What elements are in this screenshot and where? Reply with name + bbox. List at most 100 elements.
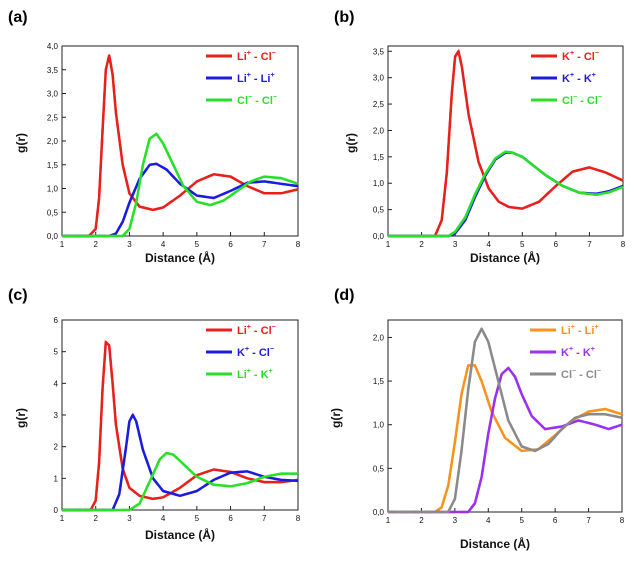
y-tick-label: 0,0	[373, 232, 385, 241]
y-tick-label: 0,5	[47, 208, 59, 217]
x-axis-label: Distance (Å)	[460, 536, 530, 551]
x-tick-label: 3	[453, 516, 458, 525]
x-axis-label: Distance (Å)	[145, 527, 215, 542]
series-line-dashed	[62, 162, 299, 238]
panel-label: (d)	[334, 287, 354, 304]
series-line-dashed	[62, 451, 298, 512]
legend-label: Cl− - Cl−	[562, 94, 602, 107]
x-tick-label: 2	[93, 240, 98, 249]
x-tick-label: 5	[195, 514, 200, 523]
y-tick-label: 1,5	[47, 161, 59, 170]
x-tick-label: 8	[621, 240, 626, 249]
legend-label: Cl− - Cl−	[237, 94, 277, 107]
panel-label: (a)	[8, 9, 28, 26]
series-line-dashed	[388, 366, 623, 514]
y-axis-label: g(r)	[14, 133, 28, 153]
y-tick-label: 3	[54, 411, 59, 420]
y-tick-label: 1,0	[373, 421, 385, 430]
panel-d: (d) Distance (Å) g(r) 1 2 3 4 5 6 7 8 0,0 0,5 1,0 1…	[329, 287, 625, 551]
y-tick-label: 4	[54, 379, 59, 388]
y-tick-label: 0	[54, 506, 59, 515]
x-tick-label: 3	[453, 240, 458, 249]
legend-label: Li+ - Cl−	[237, 324, 276, 337]
x-tick-label: 7	[587, 240, 592, 249]
y-tick-label: 0,0	[373, 508, 385, 517]
x-axis-label: Distance (Å)	[470, 250, 540, 265]
y-tick-label: 0,5	[373, 464, 385, 473]
x-tick-label: 6	[553, 516, 558, 525]
series-line-solid	[62, 162, 299, 238]
x-tick-label: 2	[419, 516, 424, 525]
y-tick-label: 2,5	[373, 100, 385, 109]
y-tick-label: 3,5	[47, 66, 59, 75]
y-axis-label: g(r)	[14, 408, 28, 428]
y-tick-label: 3,5	[373, 47, 385, 56]
x-tick-label: 4	[161, 240, 166, 249]
plot-frame	[387, 45, 624, 237]
y-tick-label: 0,5	[373, 206, 385, 215]
legend-label: Cl− - Cl−	[561, 368, 601, 381]
x-tick-label: 3	[127, 240, 132, 249]
legend-label: Li+ - K+	[237, 368, 273, 381]
series-line-solid	[388, 327, 623, 514]
x-tick-label: 4	[486, 516, 491, 525]
series-line-solid	[388, 364, 623, 514]
x-tick-label: 1	[386, 240, 391, 249]
y-tick-label: 2,0	[373, 333, 385, 342]
x-tick-label: 6	[228, 240, 233, 249]
x-tick-label: 8	[620, 516, 625, 525]
series-line-dashed	[62, 55, 299, 238]
y-tick-label: 1,5	[373, 153, 385, 162]
series-line-dashed	[62, 412, 299, 512]
x-axis-label: Distance (Å)	[145, 250, 215, 265]
x-tick-label: 6	[554, 240, 559, 249]
x-tick-label: 2	[93, 514, 98, 523]
legend-label: K+ - K+	[561, 346, 595, 359]
y-tick-label: 2,5	[47, 113, 59, 122]
y-tick-label: 2,0	[47, 137, 59, 146]
panel-label: (c)	[8, 287, 28, 304]
series-line-dashed	[388, 364, 623, 514]
x-tick-label: 6	[228, 514, 233, 523]
y-tick-label: 1	[54, 474, 59, 483]
series-line-dashed	[388, 150, 624, 238]
panel-label: (b)	[334, 9, 354, 26]
y-tick-label: 3,0	[373, 74, 385, 83]
y-tick-label: 1,5	[373, 377, 385, 386]
legend-label: Li+ - Li+	[237, 72, 275, 85]
series-line-solid	[388, 366, 623, 514]
x-tick-label: 1	[386, 516, 391, 525]
legend-label: K+ - Cl−	[562, 50, 599, 63]
y-tick-label: 2,0	[373, 126, 385, 135]
x-tick-label: 5	[195, 240, 200, 249]
x-tick-label: 3	[127, 514, 132, 523]
x-tick-label: 1	[60, 514, 65, 523]
x-tick-label: 7	[586, 516, 591, 525]
x-tick-label: 5	[520, 240, 525, 249]
y-axis-label: g(r)	[329, 408, 343, 428]
x-tick-label: 4	[161, 514, 166, 523]
panel-a: (a) Distance (Å) g(r) 1 2 3 4 5 6 7 8 0,0 0,5 1,0 1…	[8, 9, 301, 265]
series-line-dashed	[62, 339, 299, 512]
y-tick-label: 1,0	[373, 179, 385, 188]
x-tick-label: 5	[519, 516, 524, 525]
x-tick-label: 1	[60, 240, 65, 249]
y-tick-label: 4,0	[47, 42, 59, 51]
x-tick-label: 7	[262, 240, 267, 249]
series-line-dashed	[62, 132, 299, 238]
y-tick-label: 0,0	[47, 232, 59, 241]
y-tick-label: 3,0	[47, 90, 59, 99]
legend-label: K+ - K+	[562, 72, 596, 85]
x-tick-label: 2	[419, 240, 424, 249]
legend-label: Li+ - Li+	[561, 324, 599, 337]
y-tick-label: 6	[54, 316, 59, 325]
legend-label: K+ - Cl−	[237, 346, 274, 359]
x-tick-label: 8	[296, 514, 301, 523]
y-axis-label: g(r)	[344, 133, 358, 153]
y-tick-label: 1,0	[47, 185, 59, 194]
x-tick-label: 8	[296, 240, 301, 249]
series-line-solid	[62, 340, 299, 512]
x-tick-label: 7	[262, 514, 267, 523]
legend-label: Li+ - Cl−	[237, 50, 276, 63]
